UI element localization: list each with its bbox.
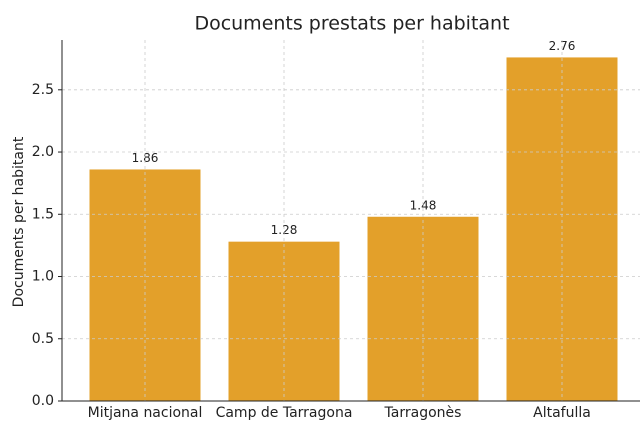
y-tick-label: 1.5 [32, 206, 54, 222]
value-label: 1.48 [410, 198, 437, 212]
y-tick-label: 2.5 [32, 82, 54, 98]
x-tick-label: Camp de Tarragona [216, 405, 353, 421]
value-label: 1.86 [132, 151, 159, 165]
value-label: 1.28 [271, 223, 298, 237]
x-tick-label: Tarragonès [384, 405, 462, 421]
y-tick-label: 0.0 [32, 393, 54, 409]
y-tick-label: 2.0 [32, 144, 54, 160]
value-label: 2.76 [549, 39, 576, 53]
x-tick-label: Altafulla [533, 405, 591, 421]
x-tick-label: Mitjana nacional [88, 405, 203, 421]
y-tick-label: 0.5 [32, 331, 54, 347]
y-axis-label: Documents per habitant [11, 136, 27, 307]
chart-title: Documents prestats per habitant [194, 13, 509, 35]
y-tick-label: 1.0 [32, 269, 54, 285]
